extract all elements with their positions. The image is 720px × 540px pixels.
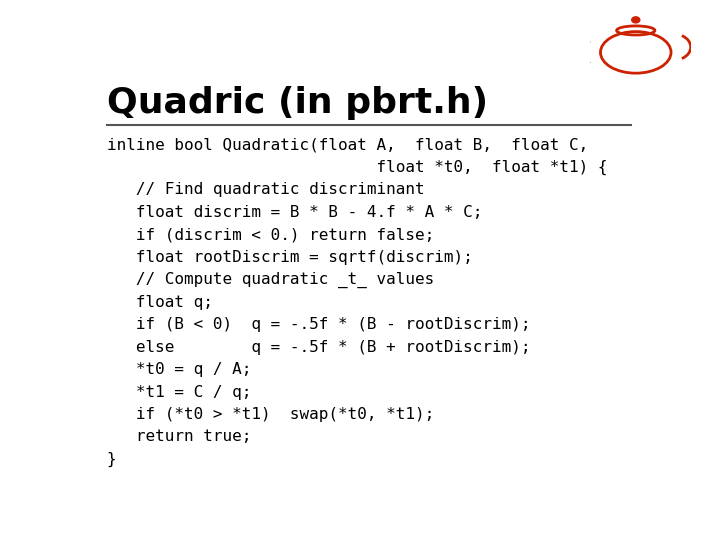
Text: float discrim = B * B - 4.f * A * C;: float discrim = B * B - 4.f * A * C; [107, 205, 482, 220]
Text: if (discrim < 0.) return false;: if (discrim < 0.) return false; [107, 227, 434, 242]
Text: inline bool Quadratic(float A,  float B,  float C,: inline bool Quadratic(float A, float B, … [107, 138, 588, 153]
Text: return true;: return true; [107, 429, 251, 444]
Text: if (B < 0)  q = -.5f * (B - rootDiscrim);: if (B < 0) q = -.5f * (B - rootDiscrim); [107, 317, 530, 332]
Text: if (*t0 > *t1)  swap(*t0, *t1);: if (*t0 > *t1) swap(*t0, *t1); [107, 407, 434, 422]
Ellipse shape [631, 17, 640, 23]
Text: float rootDiscrim = sqrtf(discrim);: float rootDiscrim = sqrtf(discrim); [107, 250, 472, 265]
Text: float *t0,  float *t1) {: float *t0, float *t1) { [107, 160, 607, 175]
Text: // Compute quadratic _t_ values: // Compute quadratic _t_ values [107, 272, 434, 288]
Text: // Find quadratic discriminant: // Find quadratic discriminant [107, 183, 424, 198]
Text: *t0 = q / A;: *t0 = q / A; [107, 362, 251, 377]
Text: *t1 = C / q;: *t1 = C / q; [107, 384, 251, 400]
Text: }: } [107, 452, 117, 467]
Text: float q;: float q; [107, 295, 212, 310]
Text: else        q = -.5f * (B + rootDiscrim);: else q = -.5f * (B + rootDiscrim); [107, 340, 530, 355]
Text: Quadric (in pbrt.h): Quadric (in pbrt.h) [107, 85, 488, 119]
